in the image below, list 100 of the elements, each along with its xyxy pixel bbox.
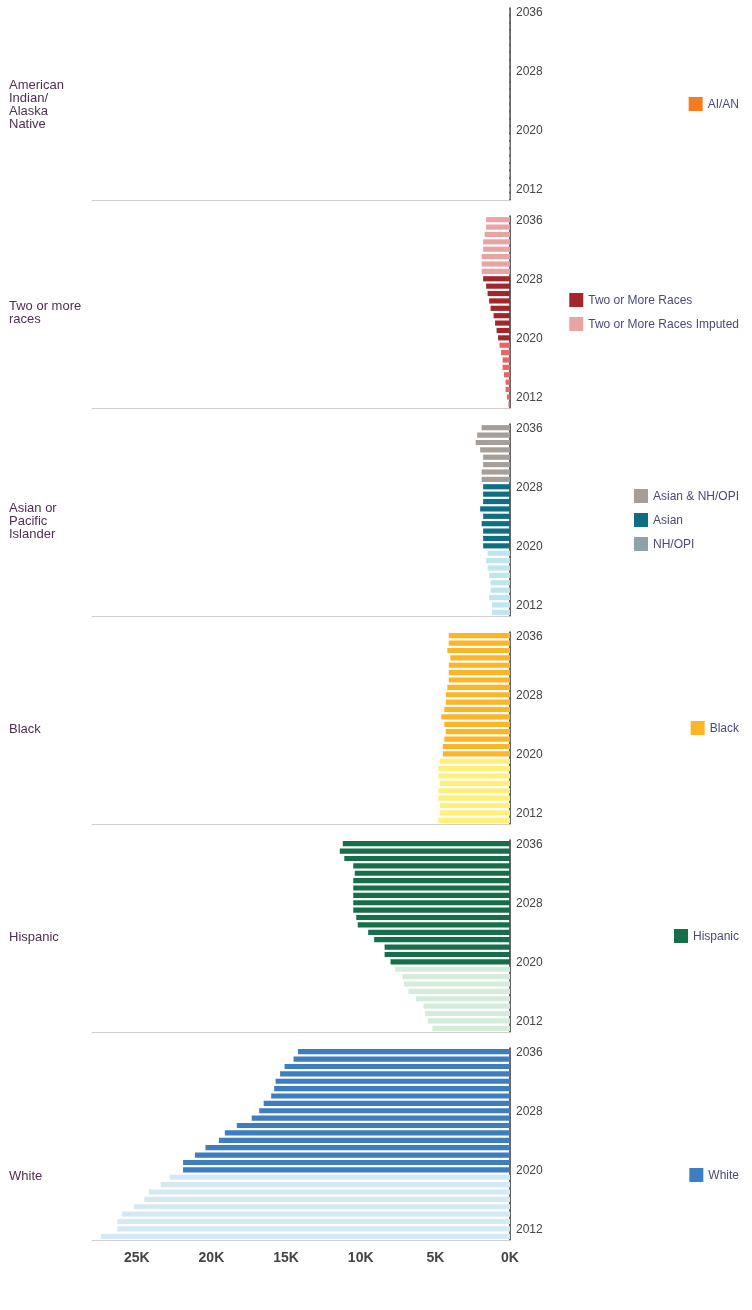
legend-label: Hispanic bbox=[692, 929, 740, 943]
bar bbox=[490, 580, 510, 586]
bar bbox=[504, 372, 510, 378]
bar bbox=[442, 743, 510, 750]
bar bbox=[502, 357, 510, 363]
legend-label: White bbox=[708, 1168, 740, 1182]
bar bbox=[481, 254, 510, 260]
bar bbox=[477, 432, 510, 438]
bar bbox=[298, 1049, 510, 1055]
bar bbox=[447, 684, 510, 690]
y-tick-label: 2020 bbox=[516, 954, 544, 969]
bar bbox=[263, 1100, 510, 1106]
bar bbox=[495, 320, 510, 326]
bar bbox=[481, 521, 510, 527]
text: Black bbox=[9, 720, 42, 736]
bar bbox=[481, 476, 510, 482]
bar bbox=[353, 885, 510, 891]
bar bbox=[339, 848, 510, 854]
bar bbox=[415, 996, 510, 1002]
bar bbox=[507, 394, 510, 400]
y-tick-label: 2036 bbox=[516, 1044, 544, 1059]
legend-label: Two or More Races bbox=[588, 293, 693, 307]
y-tick-label: 2012 bbox=[516, 597, 544, 612]
bar bbox=[496, 327, 510, 334]
x-tick-label: 25K bbox=[123, 1249, 150, 1265]
bar bbox=[144, 1196, 510, 1202]
bar bbox=[121, 1211, 510, 1217]
x-tick-label: 0K bbox=[501, 1249, 519, 1265]
y-tick-label: 2020 bbox=[516, 746, 544, 761]
bar bbox=[448, 670, 510, 676]
y-tick-label: 2036 bbox=[516, 836, 544, 851]
x-tick-label: 20K bbox=[198, 1249, 225, 1265]
bar bbox=[445, 729, 510, 735]
bar bbox=[481, 268, 510, 274]
bar bbox=[483, 454, 510, 460]
bar bbox=[499, 342, 510, 348]
bar bbox=[444, 706, 510, 713]
bar bbox=[117, 1218, 510, 1225]
bar bbox=[439, 780, 510, 786]
y-tick-label: 2028 bbox=[516, 63, 544, 78]
bar bbox=[448, 640, 510, 646]
bar bbox=[481, 261, 510, 267]
x-tick-label: 5K bbox=[426, 1249, 445, 1265]
bar bbox=[483, 276, 510, 282]
bar bbox=[395, 966, 510, 972]
bar bbox=[481, 425, 510, 431]
bar bbox=[498, 335, 510, 341]
y-tick-label: 2012 bbox=[516, 1221, 544, 1236]
legend-label: Asian & NH/OPI bbox=[652, 489, 739, 503]
bar bbox=[439, 802, 510, 809]
bar bbox=[356, 914, 510, 921]
bar bbox=[408, 988, 510, 994]
bar bbox=[448, 677, 510, 683]
y-tick-label: 2012 bbox=[516, 1013, 544, 1028]
y-tick-label: 2012 bbox=[516, 805, 544, 820]
bar bbox=[483, 498, 510, 505]
bar bbox=[486, 283, 510, 289]
y-tick-label: 2028 bbox=[516, 271, 544, 286]
y-tick-label: 2028 bbox=[516, 687, 544, 702]
bar bbox=[480, 506, 510, 512]
bar bbox=[439, 758, 510, 764]
bar bbox=[438, 773, 510, 779]
bar bbox=[427, 1018, 510, 1024]
bar bbox=[432, 1025, 510, 1031]
text: Asian or Pacific Islander bbox=[9, 499, 61, 541]
bar bbox=[448, 633, 510, 639]
bar bbox=[353, 878, 510, 884]
y-tick-label: 2036 bbox=[516, 420, 544, 435]
bar bbox=[438, 788, 510, 794]
bar bbox=[195, 1152, 510, 1158]
bar bbox=[489, 572, 510, 578]
bar bbox=[357, 922, 510, 928]
bar bbox=[183, 1159, 510, 1166]
bar bbox=[205, 1145, 510, 1151]
bar bbox=[100, 1233, 510, 1239]
bar bbox=[480, 447, 510, 453]
bar bbox=[493, 313, 510, 319]
bar bbox=[374, 937, 510, 943]
bar bbox=[342, 841, 510, 847]
bar bbox=[444, 736, 510, 742]
bar bbox=[353, 900, 510, 906]
bar bbox=[423, 1003, 510, 1009]
bar bbox=[489, 298, 510, 304]
bar bbox=[483, 239, 510, 245]
bar bbox=[402, 974, 510, 980]
bar bbox=[486, 224, 510, 230]
y-tick-label: 2028 bbox=[516, 479, 544, 494]
legend-label: Asian bbox=[652, 513, 683, 527]
bar bbox=[354, 870, 510, 876]
bar bbox=[490, 305, 510, 311]
bar bbox=[424, 1010, 510, 1017]
y-tick-label: 2020 bbox=[516, 538, 544, 553]
bar bbox=[439, 810, 510, 816]
bar bbox=[224, 1130, 510, 1136]
text: Two or more races bbox=[9, 298, 85, 326]
bar bbox=[483, 491, 510, 497]
bar bbox=[475, 439, 510, 446]
legend-label: AI/AN bbox=[707, 97, 739, 111]
legend-label: Two or More Races Imputed bbox=[588, 317, 740, 331]
bar bbox=[353, 892, 510, 898]
